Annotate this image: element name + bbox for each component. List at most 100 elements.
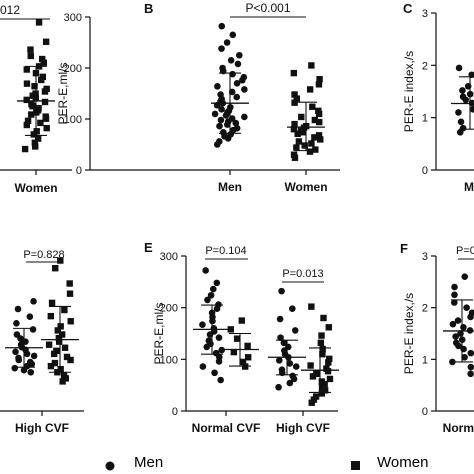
panel-e-men-point xyxy=(213,279,221,287)
panel-b-men-point xyxy=(227,57,235,64)
legend-women-marker xyxy=(351,461,360,470)
panel-a-category-label: Women xyxy=(14,181,57,195)
panel-b-women-point xyxy=(293,144,300,151)
panel-b-men-point xyxy=(223,121,231,128)
panel-e-men-point xyxy=(211,369,218,377)
panel-e-men-point xyxy=(286,379,294,387)
panel-a-women-point xyxy=(27,52,34,60)
panel-b-men-point xyxy=(217,116,225,124)
panel-f-men-point xyxy=(461,353,468,361)
panel-a-women-point xyxy=(29,102,36,110)
panel-e-y-tick-label: 0 xyxy=(172,406,178,418)
panel-e-women-point xyxy=(325,324,333,331)
panel-f-y-tick-label: 1 xyxy=(422,354,428,366)
panel-d-men-point xyxy=(30,352,38,360)
panel-e-women-point xyxy=(309,373,317,380)
panel-e-men-point xyxy=(289,305,296,313)
panel-c-men-point xyxy=(469,105,474,113)
panel-b-men-point xyxy=(218,106,225,113)
panel-f-y-tick-label: 2 xyxy=(422,303,428,315)
panel-e-men-point xyxy=(215,358,223,365)
panel-d-women-point xyxy=(58,331,66,338)
panel-e-men-point xyxy=(290,375,298,383)
panel-b-men-point xyxy=(235,51,243,59)
panel-b-women-point xyxy=(312,146,319,153)
panel-d-women-point xyxy=(57,365,64,373)
panel-e-women-point xyxy=(320,314,327,322)
panel-f-y-label: PER-E index,/s xyxy=(402,293,416,374)
panel-d-men-point xyxy=(15,356,23,364)
panel-e-men-point xyxy=(217,376,224,384)
panel-b-women-point xyxy=(294,130,301,137)
panel-d-women-point xyxy=(61,344,69,351)
panel-e-women-point xyxy=(325,359,332,366)
panel-d-women-point xyxy=(55,334,63,342)
panel-a-women-point xyxy=(23,96,30,104)
panel-a-women-point xyxy=(24,117,32,125)
panel-b-women-point xyxy=(295,138,303,145)
panel-e-men-point xyxy=(277,334,284,341)
panel-e-letter: E xyxy=(144,240,153,255)
panel-b-men-point xyxy=(241,86,248,93)
panel-f-men-point xyxy=(454,317,462,324)
panel-e-men-point xyxy=(199,321,206,329)
panel-a-women-point xyxy=(40,59,47,66)
panel-e-y-tick-label: 100 xyxy=(160,354,178,366)
panel-a-women-point xyxy=(28,111,35,118)
panel-f-letter: F xyxy=(400,241,408,256)
panel-b-women-point xyxy=(311,134,318,141)
panel-b-men-point xyxy=(241,113,248,121)
panel-d-pvalue: P=0.828 xyxy=(23,249,64,261)
panel-d-men-point xyxy=(20,366,28,374)
panel-a-women-point xyxy=(31,139,39,146)
panel-e-women-point xyxy=(319,345,326,353)
panel-b-y-tick-label: 200 xyxy=(64,63,82,75)
panel-b-women-point xyxy=(293,95,301,102)
panel-f-men-point xyxy=(451,299,458,306)
panel-e-men-point xyxy=(276,315,284,323)
panel-a-women-point xyxy=(30,131,37,138)
panel-e-women-point xyxy=(238,317,245,324)
panel-e-y-label: PER-E,ml/s xyxy=(152,302,166,364)
panel-e-men-point xyxy=(209,285,217,293)
panel-d-women-point xyxy=(63,353,71,361)
panel-d-women-point xyxy=(51,359,59,367)
panel-a-women-point xyxy=(42,38,50,45)
panel-b-letter: B xyxy=(144,1,153,16)
panel-e-women-point xyxy=(230,348,238,356)
panel-d-women-point xyxy=(47,362,55,370)
panel-a-women-point xyxy=(41,88,49,95)
panel-e-men-point xyxy=(275,383,282,391)
panel-e-men-point xyxy=(291,327,299,334)
panel-b-women-point xyxy=(315,81,323,88)
panel-c-y-tick-label: 3 xyxy=(422,8,428,20)
panel-e-men-point xyxy=(207,291,215,299)
panel-f-men-point xyxy=(452,333,459,340)
panel-b-men-point xyxy=(213,141,221,148)
panel-b-women-point xyxy=(301,142,308,149)
panel-b-category-label: Men xyxy=(218,180,242,194)
panel-e-women-point xyxy=(233,335,241,342)
panel-f-men-point xyxy=(460,345,467,353)
panel-d-men-point xyxy=(11,364,19,372)
panel-b-women-point xyxy=(308,62,315,69)
panel-b-men-point xyxy=(216,122,223,130)
panel-e-pvalue-high: P=0.013 xyxy=(282,268,323,280)
panel-f-men-point xyxy=(451,291,458,299)
panel-b-women-point xyxy=(306,148,314,155)
panel-f-men-point xyxy=(467,363,474,371)
panel-d-women-point xyxy=(48,299,56,307)
panel-b-women-point xyxy=(291,91,298,98)
panel-f-men-point xyxy=(461,273,469,280)
panel-f-men-point xyxy=(467,349,474,357)
panel-b-men-point xyxy=(229,31,237,39)
panel-e-pvalue-normal: P=0.104 xyxy=(205,245,246,257)
panel-b-men-point xyxy=(211,110,219,118)
panel-f-men-point xyxy=(467,313,474,321)
panel-b-women-point xyxy=(316,118,323,126)
panel-f-y-tick-label: 3 xyxy=(422,251,428,263)
panel-b-men-point xyxy=(218,22,226,30)
panel-b-men-point xyxy=(224,135,232,142)
panel-e-women-point xyxy=(318,332,325,339)
panel-e-women-point xyxy=(308,303,315,310)
